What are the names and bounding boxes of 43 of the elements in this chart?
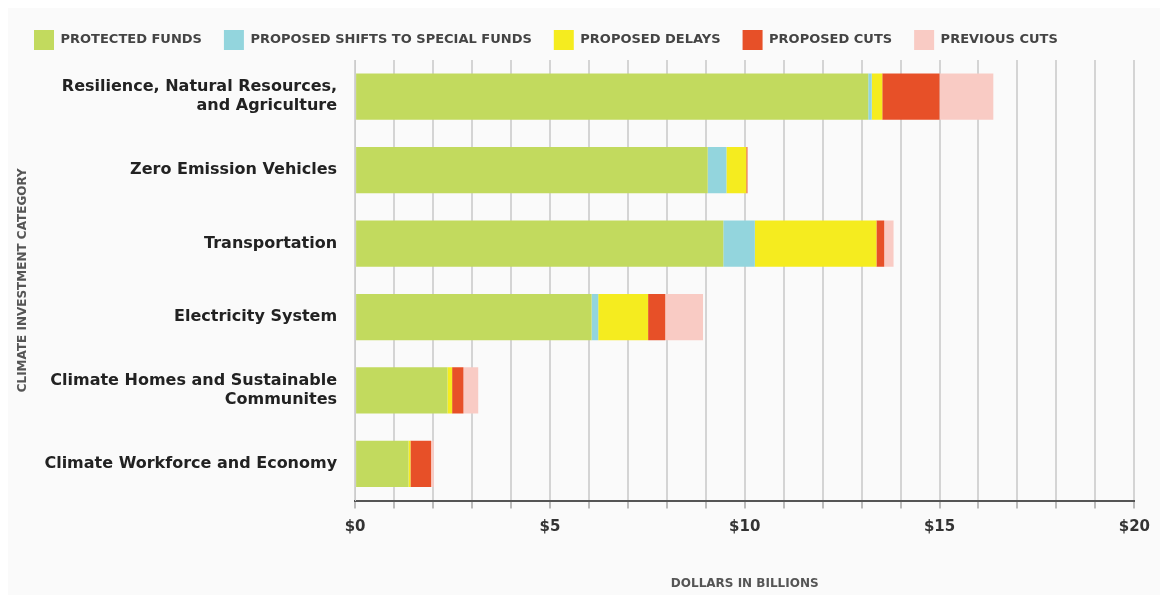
bar: [598, 293, 649, 341]
y-tick-label: Climate Workforce and Economy: [44, 453, 338, 473]
bar: [591, 293, 599, 341]
bar: [356, 367, 448, 414]
legend-label: PREVIOUS CUTS: [940, 31, 1058, 47]
bar: [939, 73, 994, 120]
y-tick-label: Zero Emission Vehicles: [130, 159, 338, 179]
legend-label: PROTECTED FUNDS: [60, 31, 202, 47]
bar: [356, 147, 708, 194]
x-tick-label: $20: [1118, 517, 1150, 536]
legend-label: PROPOSED CUTS: [769, 31, 893, 47]
bar: [431, 440, 434, 488]
bar: [463, 367, 479, 414]
y-tick-label: Climate Homes and Sustainable Communites: [50, 370, 338, 409]
bar: [356, 293, 592, 341]
legend-label: PROPOSED SHIFTS TO SPECIAL FUNDS: [250, 31, 532, 47]
bar: [356, 73, 869, 120]
bar: [882, 73, 940, 120]
bar: [871, 73, 883, 120]
bar: [876, 220, 885, 267]
bar: [356, 220, 724, 267]
bar: [726, 147, 747, 194]
x-tick-label: $10: [729, 517, 761, 536]
bar: [452, 367, 464, 414]
x-tick-label: $5: [539, 517, 561, 536]
bar: [447, 367, 453, 414]
bar: [356, 440, 409, 488]
bar: [723, 220, 755, 267]
bar: [884, 220, 894, 267]
x-axis-title: DOLLARS IN BILLIONS: [670, 575, 819, 590]
y-tick-label: Electricity System: [174, 306, 338, 326]
y-tick-label: Transportation: [204, 232, 338, 252]
bar: [868, 73, 872, 120]
x-tick-label: $0: [344, 517, 366, 536]
y-tick-label: Resilience, Natural Resources, and Agriculture: [61, 76, 338, 115]
bar: [648, 293, 666, 341]
bar: [707, 147, 727, 194]
x-tick-label: $15: [923, 517, 956, 536]
bar: [754, 220, 877, 267]
bar: [665, 293, 704, 341]
legend-label: PROPOSED DELAYS: [580, 31, 721, 47]
y-axis-title: CLIMATE INVESTMENT CATEGORY: [15, 167, 30, 393]
bar: [410, 440, 432, 488]
